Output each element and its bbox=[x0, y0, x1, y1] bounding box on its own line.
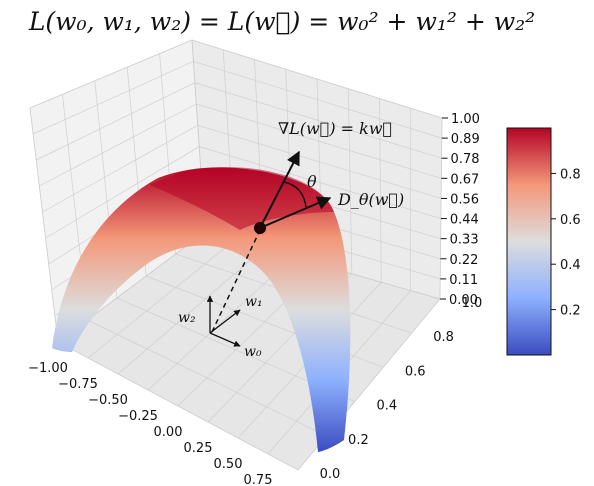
angle-arc bbox=[283, 181, 307, 208]
grid-line-y bbox=[57, 341, 299, 471]
grid-line-x bbox=[87, 240, 235, 359]
x-tick-label: −0.75 bbox=[58, 377, 98, 392]
z-tick-label: 0.89 bbox=[451, 132, 480, 147]
basis-vectors: w₀ w₁ w₂ bbox=[178, 294, 263, 360]
angle-label: θ bbox=[307, 172, 317, 191]
z-tick-label: 0.44 bbox=[450, 213, 479, 228]
y-tick-label: 0.4 bbox=[376, 399, 397, 414]
colorbar-tick-label: 0.2 bbox=[560, 304, 581, 319]
z-tick-label: 0.78 bbox=[451, 152, 480, 167]
grid-line-x-wall bbox=[347, 88, 353, 274]
x-tick-label: −0.25 bbox=[118, 409, 158, 424]
z-tick-label: 0.00 bbox=[449, 293, 478, 308]
grid-line-x-wall bbox=[439, 117, 443, 300]
basis-w1-arrow bbox=[209, 309, 241, 334]
y-tick-label: 0.2 bbox=[348, 433, 369, 448]
colorbar: 0.2 0.4 0.6 0.8 bbox=[506, 127, 581, 356]
z-tick-label: 0.67 bbox=[450, 172, 479, 187]
z-tick-label: 0.11 bbox=[449, 273, 478, 288]
y-tick-label: 0.8 bbox=[433, 330, 454, 345]
colorbar-tick-label: 0.4 bbox=[560, 258, 581, 273]
basis-w0-arrow bbox=[209, 332, 241, 347]
grid-line-y bbox=[87, 319, 327, 437]
x-tick-label: 0.25 bbox=[184, 441, 213, 456]
origin-to-point-line bbox=[211, 229, 261, 333]
grid-line-y-wall bbox=[29, 107, 59, 343]
z-axis-ticks: 0.00 0.11 0.22 0.33 0.44 0.56 0.67 0.78 0.89 1.00 bbox=[440, 112, 480, 308]
chart-title: L(w₀, w₁, w₂) = L(w⃗) = w₀² + w₁² + w₂² bbox=[28, 7, 535, 36]
gradient-arrow bbox=[259, 150, 300, 229]
colorbar-ticks: 0.2 0.4 0.6 0.8 bbox=[551, 167, 581, 319]
grid-line-z bbox=[39, 103, 442, 187]
gradient-label: ∇L(w⃗) = kw⃗ bbox=[278, 119, 392, 138]
z-tick-label: 0.33 bbox=[450, 233, 479, 248]
y-tick-label: 0.0 bbox=[320, 467, 341, 482]
x-tick-label: −0.50 bbox=[88, 393, 128, 408]
z-tick-label: 1.00 bbox=[451, 112, 480, 127]
x-tick-label: −1.00 bbox=[28, 361, 68, 376]
colorbar-tick-label: 0.8 bbox=[560, 167, 581, 182]
grid-line-x bbox=[147, 256, 294, 391]
grid-line-z bbox=[36, 82, 442, 161]
grid-line-z bbox=[29, 39, 443, 119]
basis-w1-label: w₁ bbox=[245, 294, 263, 310]
x-axis-ticks: −1.00−0.75−0.50−0.250.000.250.500.751.00 bbox=[28, 361, 273, 486]
z-tick-label: 0.22 bbox=[449, 253, 478, 268]
grid-line-z bbox=[42, 124, 442, 213]
grid-line-z bbox=[45, 146, 441, 239]
basis-w0-label: w₀ bbox=[244, 344, 262, 360]
grid-line-z bbox=[32, 60, 442, 139]
x-tick-label: 0.75 bbox=[244, 473, 273, 486]
grid-line-x bbox=[117, 248, 264, 375]
directional-arrow bbox=[259, 196, 332, 229]
colorbar-gradient bbox=[506, 127, 552, 356]
y-axis-ticks: 0.0 0.2 0.4 0.6 0.8 1.0 bbox=[320, 296, 483, 482]
x-tick-label: 0.50 bbox=[214, 457, 243, 472]
colorbar-tick-label: 0.6 bbox=[560, 213, 581, 228]
y-tick-label: 0.6 bbox=[405, 364, 426, 379]
z-tick-label: 0.56 bbox=[450, 192, 479, 207]
y-tick-label: 1.0 bbox=[462, 296, 483, 311]
basis-w2-label: w₂ bbox=[178, 310, 196, 326]
directional-label: D_θ(w⃗) bbox=[337, 190, 404, 209]
hemisphere-surface bbox=[52, 167, 351, 452]
x-tick-label: 0.00 bbox=[154, 425, 183, 440]
grid-line-x-wall bbox=[379, 98, 382, 283]
